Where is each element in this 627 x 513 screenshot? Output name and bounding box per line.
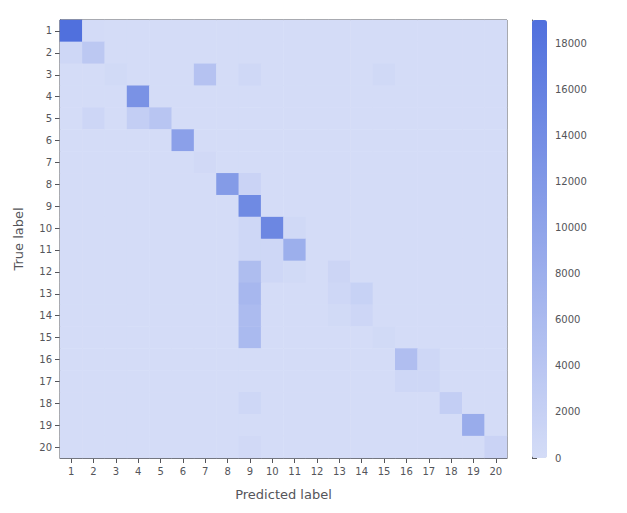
- svg-text:1: 1: [68, 466, 74, 477]
- svg-text:12: 12: [311, 466, 324, 477]
- svg-text:16: 16: [39, 354, 52, 365]
- svg-text:14: 14: [355, 466, 368, 477]
- svg-text:True label: True label: [11, 207, 26, 271]
- svg-text:3: 3: [46, 69, 52, 80]
- svg-text:4: 4: [135, 466, 141, 477]
- svg-text:12: 12: [39, 266, 52, 277]
- svg-text:20: 20: [39, 442, 52, 453]
- svg-text:12000: 12000: [555, 176, 587, 187]
- svg-text:18000: 18000: [555, 38, 587, 49]
- svg-text:19: 19: [467, 466, 480, 477]
- svg-text:2: 2: [46, 47, 52, 58]
- svg-text:10: 10: [266, 466, 279, 477]
- svg-text:0: 0: [555, 453, 561, 464]
- svg-text:9: 9: [247, 466, 253, 477]
- svg-text:11: 11: [39, 244, 52, 255]
- svg-text:14: 14: [39, 310, 52, 321]
- svg-text:5: 5: [46, 113, 52, 124]
- svg-text:19: 19: [39, 420, 52, 431]
- svg-text:7: 7: [46, 157, 52, 168]
- svg-text:18: 18: [39, 398, 52, 409]
- svg-text:16000: 16000: [555, 84, 587, 95]
- svg-text:16: 16: [400, 466, 413, 477]
- svg-text:15: 15: [39, 332, 52, 343]
- svg-text:7: 7: [202, 466, 208, 477]
- svg-text:14000: 14000: [555, 130, 587, 141]
- svg-text:2: 2: [90, 466, 96, 477]
- svg-text:5: 5: [157, 466, 163, 477]
- svg-text:6: 6: [180, 466, 186, 477]
- svg-text:2000: 2000: [555, 406, 580, 417]
- svg-text:Predicted label: Predicted label: [235, 487, 332, 502]
- svg-text:8: 8: [224, 466, 230, 477]
- svg-text:17: 17: [422, 466, 435, 477]
- svg-text:3: 3: [113, 466, 119, 477]
- svg-text:15: 15: [378, 466, 391, 477]
- svg-text:9: 9: [46, 201, 52, 212]
- svg-text:10000: 10000: [555, 222, 587, 233]
- svg-text:18: 18: [445, 466, 458, 477]
- svg-text:11: 11: [288, 466, 301, 477]
- svg-text:4: 4: [46, 91, 52, 102]
- svg-text:8000: 8000: [555, 268, 580, 279]
- svg-text:10: 10: [39, 223, 52, 234]
- svg-text:1: 1: [46, 25, 52, 36]
- svg-text:6: 6: [46, 135, 52, 146]
- svg-text:17: 17: [39, 376, 52, 387]
- svg-text:20: 20: [489, 466, 502, 477]
- svg-text:13: 13: [39, 288, 52, 299]
- svg-text:13: 13: [333, 466, 346, 477]
- svg-text:6000: 6000: [555, 314, 580, 325]
- svg-text:4000: 4000: [555, 360, 580, 371]
- svg-text:8: 8: [46, 179, 52, 190]
